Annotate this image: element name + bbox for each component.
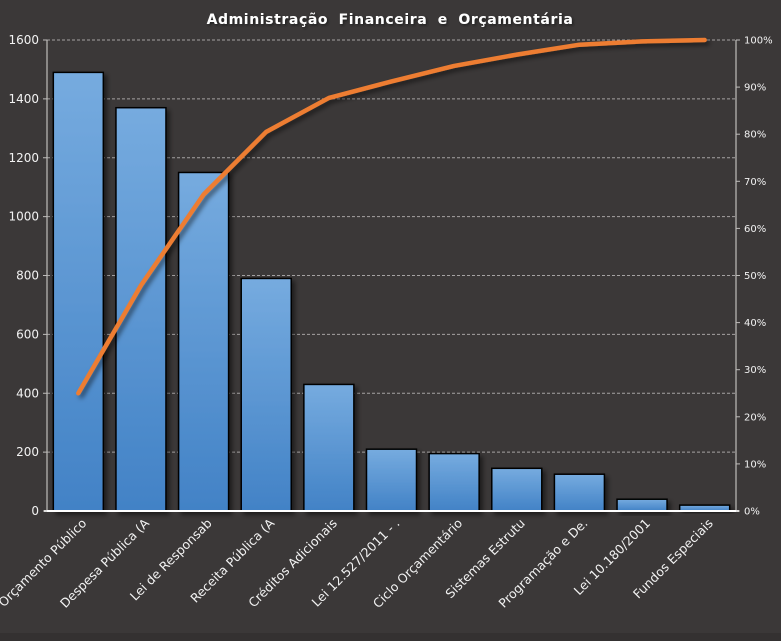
- bottom-strip: [0, 633, 781, 641]
- y-left-tick-label: 400: [16, 386, 39, 400]
- y-left-tick-label: 0: [31, 504, 39, 518]
- bar-2[interactable]: [177, 171, 230, 512]
- y-right-tick-label: 10%: [744, 459, 766, 470]
- bar-0[interactable]: [52, 71, 105, 512]
- bar-7[interactable]: [491, 467, 543, 512]
- bar-3[interactable]: [240, 277, 292, 512]
- bar-5[interactable]: [365, 448, 418, 512]
- y-right-tick-label: 20%: [744, 412, 766, 423]
- bar-8[interactable]: [553, 473, 606, 512]
- y-right-tick-label: 40%: [744, 318, 766, 329]
- y-left-tick-label: 1000: [8, 210, 39, 224]
- cumulative-line-series: [76, 37, 707, 396]
- bar-1[interactable]: [115, 106, 167, 512]
- y-left-tick-label: 1600: [8, 33, 39, 47]
- cumulative-line[interactable]: [76, 37, 707, 396]
- y-right-tick-label: 30%: [744, 365, 766, 376]
- y-right-tick-label: 70%: [744, 177, 766, 188]
- y-left-tick-label: 800: [16, 269, 39, 283]
- y-right-tick-label: 80%: [744, 130, 766, 141]
- bar-4[interactable]: [303, 383, 355, 512]
- y-right-tick-label: 0%: [744, 507, 760, 518]
- chart-title: Administração Financeira e Orçamentária: [207, 12, 574, 28]
- y-left-tick-label: 1200: [8, 151, 39, 165]
- axes: [43, 39, 740, 512]
- y-left-tick-label: 1400: [8, 92, 39, 106]
- y-left-tick-label: 600: [16, 327, 39, 341]
- y-right-tick-label: 60%: [744, 224, 766, 235]
- bar-9[interactable]: [616, 498, 668, 512]
- bar-6[interactable]: [428, 452, 480, 512]
- y-right-tick-label: 100%: [744, 36, 773, 47]
- y-right-tick-label: 90%: [744, 83, 766, 94]
- y-right-tick-label: 50%: [744, 271, 766, 282]
- y-axis-left-tick-labels: 0 200 400 600 800 1000 1200 1400 1600: [8, 33, 39, 518]
- y-left-tick-label: 200: [16, 445, 39, 459]
- y-axis-right-tick-labels: 0% 10% 20% 30% 40% 50% 60% 70% 80% 90% 100%: [744, 36, 773, 518]
- bar-series: [52, 71, 731, 512]
